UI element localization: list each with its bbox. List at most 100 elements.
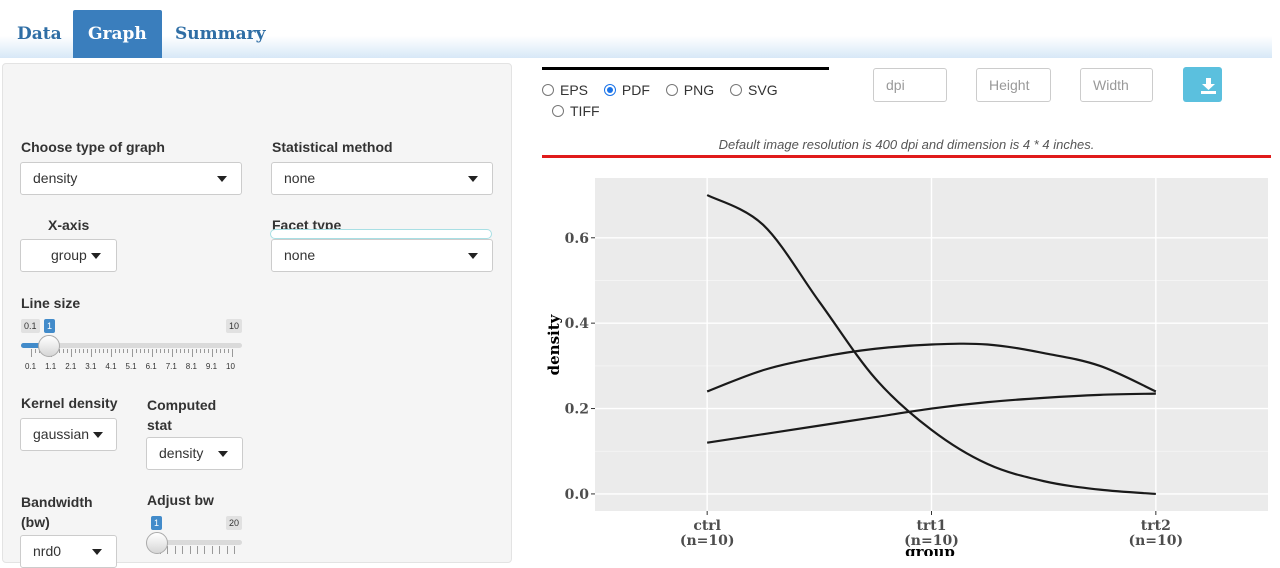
graph-type-label: Choose type of graph [21,139,165,155]
height-input[interactable] [976,68,1051,102]
slider-tick [174,546,176,554]
slider-tick [232,349,233,357]
panel-top-rule [542,67,829,70]
slider-tick-label: 7.1 [165,362,177,371]
slider-tick [71,349,73,357]
format-option-tiff[interactable]: TIFF [552,103,600,119]
width-input[interactable] [1080,68,1153,102]
x-axis-select[interactable]: group [20,239,117,272]
chevron-down-icon [90,253,101,260]
slider-tick-label: 1.1 [45,362,57,371]
computed-stat-select[interactable]: density [146,437,243,470]
slider-tick-label: 0.1 [25,362,37,371]
adjust-bw-slider-track[interactable] [147,540,242,545]
tab-graph[interactable]: Graph [73,10,162,58]
slider-tick-label: 9.1 [205,362,218,371]
slider-tick [155,349,157,353]
x-tick-count-label: (n=10) [904,533,959,549]
slider-tick-label: 10 [226,362,235,371]
adjust-bw-label: Adjust bw [147,492,214,508]
chevron-down-icon [468,253,478,259]
slider-tick [111,349,113,357]
slider-tick [187,349,189,353]
x-tick-count-label: (n=10) [1129,533,1184,549]
slider-tick-label: 8.1 [185,362,197,371]
resolution-note: Default image resolution is 400 dpi and … [718,137,1095,152]
panel-red-rule [542,155,1271,158]
slider-tick [227,349,229,353]
format-radio-group: EPS PDF PNG SVG [542,82,790,98]
slider-tick [219,349,221,353]
slider-tick [103,349,105,353]
slider-tick [91,349,93,357]
tab-bar: Data Graph Summary [0,0,1272,58]
format-svg-label: SVG [748,82,778,98]
slider-tick [135,349,137,353]
bandwidth-select[interactable]: nrd0 [20,535,117,568]
adjust-bw-slider-handle[interactable] [146,532,168,554]
tab-summary[interactable]: Summary [175,24,266,44]
slider-tick [179,349,181,353]
slider-tick [99,349,101,353]
plot-curves [706,194,1157,496]
line-size-ticks [31,349,233,358]
adjust-bw-ticks [160,546,235,555]
chevron-down-icon [92,549,102,555]
radio-eps[interactable] [542,84,554,96]
x-axis-label: X-axis [48,217,90,233]
tab-data[interactable]: Data [17,24,62,44]
stat-method-select[interactable]: none [271,162,493,195]
line-size-slider-track[interactable] [21,343,242,348]
chevron-down-icon [218,451,228,457]
x-axis: ctrl(n=10)trt1(n=10)trt2(n=10) [680,511,1183,549]
facet-type-value: none [284,247,316,263]
download-button[interactable] [1183,67,1222,102]
facet-type-select[interactable]: none [271,239,493,272]
chevron-down-icon [217,176,227,182]
bandwidth-label: Bandwidth (bw) [21,494,93,530]
format-option-png[interactable]: PNG [665,82,715,98]
radio-pdf[interactable] [603,84,616,96]
dpi-input[interactable] [873,68,947,102]
slider-tick-label: 3.1 [85,362,97,371]
radio-png[interactable] [665,84,678,96]
slider-tick-label: 4.1 [105,362,117,371]
slider-tick [167,349,169,353]
x-axis-value: group [51,247,87,263]
line-size-max-badge: 10 [226,319,243,333]
kernel-density-select[interactable]: gaussian [20,418,117,451]
slider-tick [219,546,221,554]
slider-tick [119,349,121,353]
slider-tick [204,546,206,554]
stat-method-value: none [284,170,316,186]
slider-tick [127,349,129,353]
density-curve-1 [706,194,1156,496]
x-tick-label: ctrl [693,518,721,534]
slider-tick [171,349,173,357]
format-option-pdf[interactable]: PDF [603,82,650,98]
x-tick-count-label: (n=10) [680,533,735,549]
slider-tick [151,349,153,357]
slider-tick [223,349,225,353]
radio-svg[interactable] [730,84,743,96]
format-option-eps[interactable]: EPS [542,82,588,98]
y-axis: 0.0 0.2 0.4 0.6 [565,231,595,503]
slider-tick [95,349,97,353]
x-tick-label: trt2 [1141,518,1171,534]
line-size-slider-handle[interactable] [38,335,61,357]
format-radio-group-2: TIFF [552,103,612,119]
graph-type-select[interactable]: density [20,162,242,195]
slider-tick [163,349,165,353]
format-option-svg[interactable]: SVG [730,82,778,98]
y-tick-label: 0.0 [565,487,590,503]
bandwidth-value: nrd0 [33,543,62,559]
slider-tick [107,349,109,353]
slider-tick [63,349,65,353]
slider-tick [234,546,235,554]
radio-tiff[interactable] [552,105,564,117]
slider-tick [203,349,205,353]
format-png-label: PNG [683,82,715,98]
slider-tick [139,349,141,353]
slider-tick [123,349,125,353]
density-plot: 0.00.20.40.6 ctrl(n=10)trt1(n=10)trt2(n=… [545,178,1268,556]
